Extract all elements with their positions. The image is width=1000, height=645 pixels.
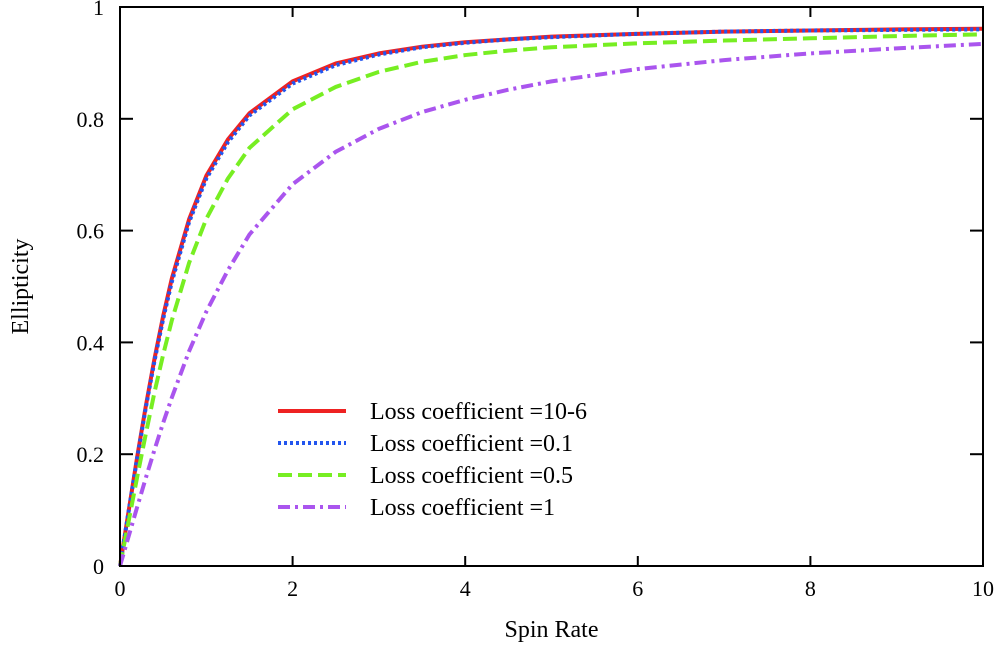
plot-lines (118, 26, 984, 567)
y-axis-title: Ellipticity (8, 239, 34, 335)
y-ticks: 0 0.2 0.4 0.6 0.8 1 (77, 0, 983, 579)
y-tick-label: 0 (93, 554, 104, 579)
legend-label-1: Loss coefficient =10-6 (370, 399, 587, 425)
legend-label-4: Loss coefficient =1 (370, 495, 555, 521)
y-tick-label: 0.4 (77, 330, 105, 355)
legend: Loss coefficient =10-6 Loss coefficient =… (278, 399, 587, 521)
x-tick-label: 0 (115, 576, 126, 601)
y-tick-label: 0.6 (77, 219, 105, 244)
y-tick-label: 0.8 (77, 107, 105, 132)
x-axis-title: Spin Rate (505, 617, 599, 643)
x-tick-label: 10 (972, 576, 994, 601)
legend-label-3: Loss coefficient =0.5 (370, 463, 573, 489)
plot-frame (119, 6, 984, 567)
y-tick-label: 0.2 (77, 442, 105, 467)
legend-label-2: Loss coefficient =0.1 (370, 431, 573, 457)
y-tick-label: 1 (93, 0, 104, 20)
x-tick-label: 4 (460, 576, 471, 601)
x-ticks: 0 2 4 6 8 10 (115, 7, 994, 601)
x-tick-label: 2 (287, 576, 298, 601)
x-tick-label: 6 (632, 576, 643, 601)
series-line-2 (118, 27, 984, 567)
series-line-3 (118, 32, 984, 567)
x-tick-label: 8 (805, 576, 816, 601)
series-line-4 (118, 41, 984, 567)
